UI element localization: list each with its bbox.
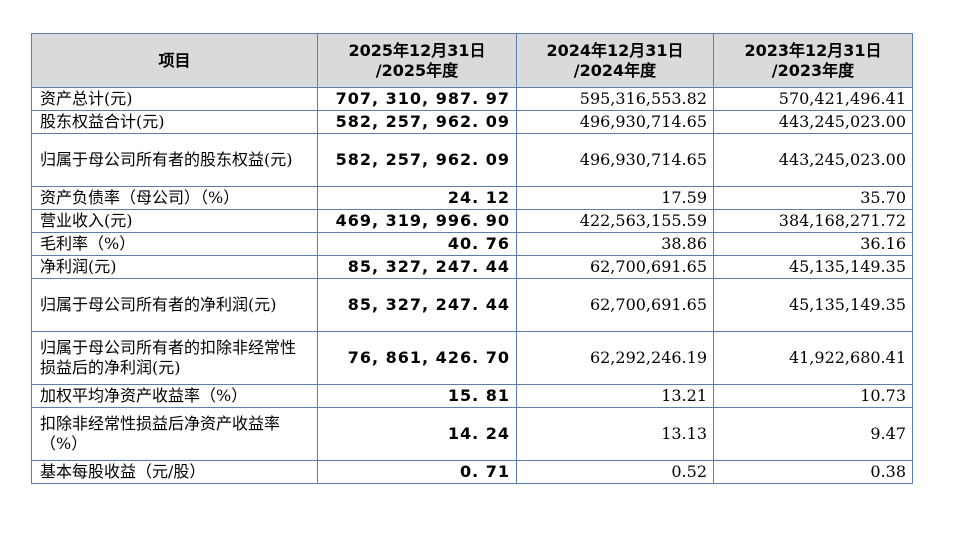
value-2025: 85, 327, 247. 44: [317, 278, 517, 332]
value-2023: 41,922,680.41: [713, 331, 913, 385]
table-row: 净利润(元) 85, 327, 247. 44 62,700,691.65 45…: [31, 255, 913, 279]
value-2023: 443,245,023.00: [713, 110, 913, 134]
header-2025-date: 2025年12月31日: [348, 40, 486, 60]
value-2023: 384,168,271.72: [713, 209, 913, 233]
table-row: 基本每股收益（元/股） 0. 71 0.52 0.38: [31, 460, 913, 484]
row-label: 资产总计(元): [31, 87, 318, 111]
value-2024: 595,316,553.82: [516, 87, 714, 111]
value-2023: 45,135,149.35: [713, 278, 913, 332]
table-row: 归属于母公司所有者的净利润(元) 85, 327, 247. 44 62,700…: [31, 278, 913, 332]
row-label: 基本每股收益（元/股）: [31, 460, 318, 484]
financial-summary-table: 项目 2025年12月31日/2025年度 2024年12月31日/2024年度…: [31, 33, 913, 484]
value-2024: 496,930,714.65: [516, 133, 714, 187]
value-2024: 0.52: [516, 460, 714, 484]
row-label: 净利润(元): [31, 255, 318, 279]
value-2025: 85, 327, 247. 44: [317, 255, 517, 279]
value-2024: 422,563,155.59: [516, 209, 714, 233]
value-2024: 17.59: [516, 186, 714, 210]
table-row: 股东权益合计(元) 582, 257, 962. 09 496,930,714.…: [31, 110, 913, 134]
value-2024: 38.86: [516, 232, 714, 256]
value-2025: 582, 257, 962. 09: [317, 133, 517, 187]
value-2025: 15. 81: [317, 384, 517, 408]
value-2025: 707, 310, 987. 97: [317, 87, 517, 111]
value-2025: 469, 319, 996. 90: [317, 209, 517, 233]
value-2024: 62,292,246.19: [516, 331, 714, 385]
value-2025: 76, 861, 426. 70: [317, 331, 517, 385]
row-label: 扣除非经常性损益后净资产收益率（%）: [31, 407, 318, 461]
table-row: 营业收入(元) 469, 319, 996. 90 422,563,155.59…: [31, 209, 913, 233]
value-2025: 24. 12: [317, 186, 517, 210]
value-2024: 62,700,691.65: [516, 278, 714, 332]
table-row: 归属于母公司所有者的股东权益(元) 582, 257, 962. 09 496,…: [31, 133, 913, 187]
table-row: 资产总计(元) 707, 310, 987. 97 595,316,553.82…: [31, 87, 913, 111]
row-label: 加权平均净资产收益率（%）: [31, 384, 318, 408]
header-2024-date: 2024年12月31日: [546, 40, 684, 60]
row-label: 资产负债率（母公司）（%）: [31, 186, 318, 210]
value-2024: 62,700,691.65: [516, 255, 714, 279]
value-2024: 13.13: [516, 407, 714, 461]
row-label: 归属于母公司所有者的股东权益(元): [31, 133, 318, 187]
header-item: 项目: [31, 33, 318, 88]
table-row: 加权平均净资产收益率（%） 15. 81 13.21 10.73: [31, 384, 913, 408]
header-item-label: 项目: [158, 50, 191, 70]
value-2023: 0.38: [713, 460, 913, 484]
value-2025: 0. 71: [317, 460, 517, 484]
header-2024-year: /2024年度: [573, 60, 657, 80]
row-label: 毛利率（%）: [31, 232, 318, 256]
header-2025-year: /2025年度: [375, 60, 459, 80]
value-2023: 9.47: [713, 407, 913, 461]
header-2023: 2023年12月31日/2023年度: [713, 33, 913, 88]
value-2023: 10.73: [713, 384, 913, 408]
value-2025: 40. 76: [317, 232, 517, 256]
row-label: 归属于母公司所有者的净利润(元): [31, 278, 318, 332]
value-2023: 35.70: [713, 186, 913, 210]
value-2024: 13.21: [516, 384, 714, 408]
value-2023: 570,421,496.41: [713, 87, 913, 111]
header-2023-date: 2023年12月31日: [744, 40, 882, 60]
table-row: 归属于母公司所有者的扣除非经常性损益后的净利润(元) 76, 861, 426.…: [31, 331, 913, 385]
value-2025: 582, 257, 962. 09: [317, 110, 517, 134]
header-2024: 2024年12月31日/2024年度: [516, 33, 714, 88]
value-2023: 36.16: [713, 232, 913, 256]
row-label: 营业收入(元): [31, 209, 318, 233]
row-label: 股东权益合计(元): [31, 110, 318, 134]
value-2023: 443,245,023.00: [713, 133, 913, 187]
value-2023: 45,135,149.35: [713, 255, 913, 279]
table-row: 扣除非经常性损益后净资产收益率（%） 14. 24 13.13 9.47: [31, 407, 913, 461]
value-2025: 14. 24: [317, 407, 517, 461]
table-row: 资产负债率（母公司）（%） 24. 12 17.59 35.70: [31, 186, 913, 210]
table-row: 毛利率（%） 40. 76 38.86 36.16: [31, 232, 913, 256]
header-2025: 2025年12月31日/2025年度: [317, 33, 517, 88]
table-header-row: 项目 2025年12月31日/2025年度 2024年12月31日/2024年度…: [31, 33, 913, 88]
header-2023-year: /2023年度: [771, 60, 855, 80]
value-2024: 496,930,714.65: [516, 110, 714, 134]
row-label: 归属于母公司所有者的扣除非经常性损益后的净利润(元): [31, 331, 318, 385]
